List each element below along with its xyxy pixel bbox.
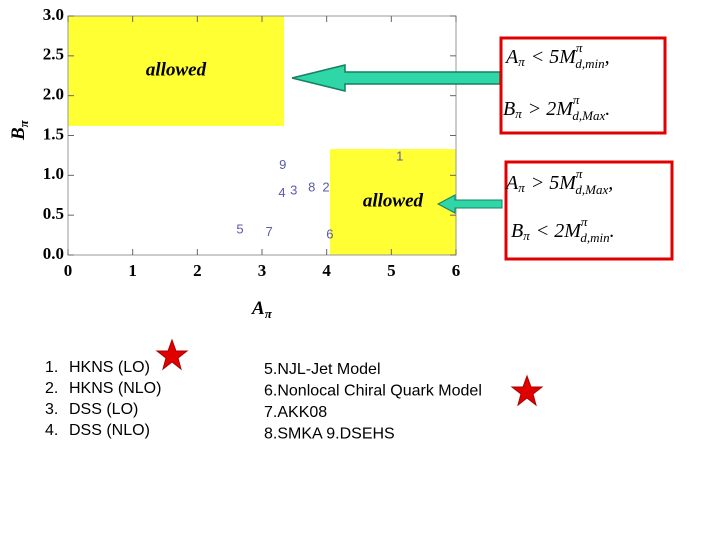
list-item: 5.NJL-Jet Model xyxy=(264,361,381,378)
superscript: π xyxy=(576,166,583,181)
end: , xyxy=(608,172,613,194)
lhs-sub: π xyxy=(518,54,525,69)
condition-box xyxy=(499,36,667,135)
point-label: 9 xyxy=(279,157,286,172)
end: . xyxy=(605,98,610,120)
x-axis-label: Aπ xyxy=(251,298,273,321)
condition: Bπ < 2Mπ d,min. xyxy=(511,214,615,245)
x-axis-label-main: A xyxy=(251,298,265,319)
lists: 1. HKNS (LO) 2. HKNS (NLO) 3. DSS (LO) 4. DSS (… xyxy=(45,359,482,443)
list-item: 8.SMKA 9.DSEHS xyxy=(264,426,395,443)
subscript: d,Max xyxy=(572,108,605,123)
operator: < 5M xyxy=(531,46,577,68)
allowed-region xyxy=(329,149,456,255)
end: , xyxy=(605,46,610,68)
point-label: 7 xyxy=(265,224,272,239)
region-label: allowed xyxy=(363,190,424,211)
point-label: 1 xyxy=(396,148,403,163)
point-label: 4 xyxy=(278,185,285,200)
x-tick-label: 4 xyxy=(322,261,331,280)
point-label: 5 xyxy=(236,222,243,237)
point-label: 2 xyxy=(322,180,329,195)
superscript: π xyxy=(573,92,580,107)
superscript: π xyxy=(581,214,588,229)
list-item: DSS (NLO) xyxy=(69,422,150,439)
point-label: 8 xyxy=(308,180,315,195)
star xyxy=(510,374,544,407)
operator: > 5M xyxy=(531,172,577,194)
lhs: B xyxy=(511,220,523,242)
y-tick-label: 2.0 xyxy=(43,85,64,104)
region-label: allowed xyxy=(146,59,207,80)
list-number: 1. xyxy=(45,359,58,376)
x-tick-label: 6 xyxy=(452,261,461,280)
y-tick-label: 1.0 xyxy=(43,164,64,183)
point-label: 6 xyxy=(326,227,333,242)
list-number: 2. xyxy=(45,380,58,397)
x-tick-label: 3 xyxy=(258,261,267,280)
list-item: 6.Nonlocal Chiral Quark Model xyxy=(264,383,482,400)
lhs: B xyxy=(503,98,515,120)
end: . xyxy=(610,220,615,242)
lhs-sub: π xyxy=(523,228,530,243)
list-number: 4. xyxy=(45,422,58,439)
lhs: A xyxy=(504,172,519,194)
formulas: Aπ < 5Mπ d,min,Bπ > 2Mπ d,Max.Aπ > 5Mπ d,Max,B… xyxy=(503,40,615,245)
y-tick-label: 0.5 xyxy=(43,204,64,223)
y-tick-label: 0.0 xyxy=(43,244,64,263)
x-tick-label: 5 xyxy=(387,261,396,280)
subscript: d,Max xyxy=(575,182,608,197)
lhs-sub: π xyxy=(518,180,525,195)
list-item: DSS (LO) xyxy=(69,401,138,418)
x-tick-label: 2 xyxy=(193,261,202,280)
condition: Aπ > 5Mπ d,Max, xyxy=(504,166,613,197)
star xyxy=(155,338,189,371)
allowed-region xyxy=(68,16,284,126)
y-tick-label: 1.5 xyxy=(43,124,64,143)
arrow xyxy=(291,64,501,92)
x-tick-label: 1 xyxy=(128,261,137,280)
subscript: d,min xyxy=(580,230,609,245)
list-item: HKNS (NLO) xyxy=(69,380,161,397)
point-label: 3 xyxy=(290,183,297,198)
list-item: HKNS (LO) xyxy=(69,359,150,376)
condition: Bπ > 2Mπ d,Max. xyxy=(503,92,610,123)
y-tick-label: 3.0 xyxy=(43,5,64,24)
list-number: 3. xyxy=(45,401,58,418)
operator: > 2M xyxy=(528,98,574,120)
y-axis-label: Bπ xyxy=(8,119,31,141)
x-axis-label-sub: π xyxy=(265,306,273,321)
y-axis-label-sub: π xyxy=(16,119,31,127)
list-item: 7.AKK08 xyxy=(264,404,327,421)
x-tick-label: 0 xyxy=(64,261,73,280)
arrow xyxy=(436,194,503,214)
superscript: π xyxy=(576,40,583,55)
lhs: A xyxy=(504,46,519,68)
lhs-sub: π xyxy=(515,106,522,121)
y-tick-label: 2.5 xyxy=(43,45,64,64)
condition-box xyxy=(504,160,674,261)
condition: Aπ < 5Mπ d,min, xyxy=(504,40,610,71)
y-axis-label-main: B xyxy=(8,127,29,141)
operator: < 2M xyxy=(536,220,582,242)
subscript: d,min xyxy=(575,56,604,71)
